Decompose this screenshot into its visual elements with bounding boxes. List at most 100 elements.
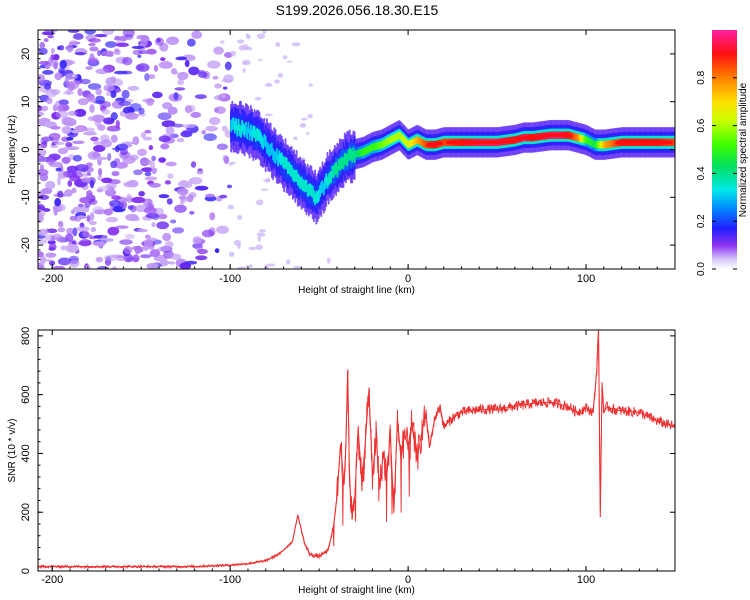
- spectrogram-noise-blob: [66, 44, 74, 53]
- snr-point: [386, 476, 388, 478]
- spectrogram-noise-blob: [120, 148, 128, 156]
- spectrogram-noise-blob: [140, 131, 147, 139]
- spectrogram-noise-blob: [54, 198, 61, 207]
- spectrogram-noise-blob: [54, 72, 63, 81]
- spectrogram-noise-blob: [90, 226, 97, 233]
- spectrogram-noise-blob: [97, 185, 111, 192]
- spectrogram-noise-blob: [70, 209, 75, 215]
- spectrogram-noise-blob: [195, 69, 206, 74]
- spectrogram-noise-blob: [148, 74, 156, 80]
- colorbar-tick-label: 0.8: [696, 70, 707, 84]
- snr-point: [656, 420, 658, 422]
- spectrogram-noise-blob: [286, 259, 291, 265]
- spectrogram-noise-blob: [122, 56, 133, 66]
- snr-point: [368, 388, 370, 390]
- spectrogram-noise-blob: [93, 145, 106, 152]
- spectrogram-noise-blob: [38, 111, 45, 117]
- spectrogram-noise-blob: [158, 194, 170, 199]
- spectrogram-noise-blob: [63, 117, 77, 127]
- spectrogram-noise-blob: [293, 136, 298, 141]
- spectrogram-noise-blob: [89, 212, 95, 221]
- snr-point: [443, 426, 445, 428]
- spectrogram-noise-blob: [85, 66, 93, 70]
- spectrogram-noise-blob: [195, 255, 208, 261]
- spectrogram-noise-blob: [57, 105, 64, 112]
- spectrogram-noise-blob: [175, 56, 188, 61]
- spectrogram-noise-blob: [38, 209, 46, 218]
- spectrogram-noise-blob: [97, 174, 102, 181]
- spectrogram-noise-blob: [227, 204, 235, 210]
- spectrogram-noise-blob: [201, 229, 215, 238]
- spectrogram-noise-blob: [79, 239, 92, 247]
- spectrogram-noise-blob: [88, 220, 97, 226]
- snr-point: [389, 432, 391, 434]
- spectrogram-noise-blob: [105, 92, 111, 97]
- spectrogram-noise-blob: [39, 41, 46, 49]
- spectrogram-noise-blob: [115, 119, 120, 129]
- spectrogram-noise-blob: [107, 226, 120, 236]
- snr-point: [596, 370, 598, 372]
- spectrogram-noise-blob: [142, 136, 153, 141]
- spectrogram-noise-blob: [144, 129, 152, 134]
- spectrogram-noise-blob: [194, 185, 209, 191]
- spectrogram-noise-blob: [144, 234, 151, 239]
- spectrogram-noise-blob: [69, 259, 80, 268]
- spectrogram-noise-blob: [204, 195, 217, 202]
- spectrogram-noise-blob: [67, 110, 78, 116]
- spectrogram-noise-blob: [121, 89, 130, 99]
- spectrogram-noise-blob: [267, 263, 276, 267]
- spectrogram-noise-blob: [286, 60, 293, 63]
- snr-point: [348, 467, 350, 469]
- spectrogram-noise-blob: [95, 68, 109, 75]
- spectrogram-noise-blob: [254, 96, 262, 101]
- spectrogram-noise-blob: [66, 136, 74, 141]
- snr-point: [309, 554, 311, 556]
- spectrogram-noise-blob: [38, 156, 47, 163]
- spectrogram-noise-blob: [137, 54, 142, 58]
- snr-point: [598, 326, 599, 327]
- spectrogram-noise-blob: [112, 266, 117, 269]
- spectrogram-noise-blob: [226, 184, 233, 189]
- spectrogram-noise-blob: [69, 175, 81, 182]
- spectrogram-noise-blob: [77, 98, 89, 106]
- snr-point: [496, 408, 498, 410]
- spectrogram-y-label: Frequency (Hz): [7, 115, 18, 184]
- spectrogram-noise-blob: [115, 88, 122, 93]
- spectrogram-noise-blob: [265, 177, 271, 183]
- snr-point: [297, 514, 299, 516]
- spectrogram-noise-blob: [209, 117, 221, 126]
- snr-point: [460, 411, 463, 413]
- spectrogram-noise-blob: [57, 227, 66, 233]
- spectrogram-noise-blob: [88, 38, 102, 43]
- spectrogram-noise-blob: [56, 236, 67, 243]
- spectrogram-noise-blob: [59, 59, 67, 69]
- spectrogram-noise-blob: [61, 156, 71, 164]
- spectrogram-noise-blob: [53, 61, 58, 70]
- spectrogram-noise-blob: [72, 154, 82, 162]
- spectrogram-noise-blob: [142, 98, 155, 103]
- spectrogram-noise-blob: [92, 152, 100, 159]
- snr-point: [87, 565, 89, 568]
- spectrogram-noise-blob: [77, 203, 84, 208]
- spectrogram-noise-blob: [149, 182, 161, 188]
- spectrogram-noise-blob: [151, 222, 156, 228]
- spectrogram-noise-blob: [59, 45, 65, 51]
- spectrogram-noise-blob: [46, 228, 58, 234]
- spectrogram-noise-blob: [167, 106, 178, 115]
- colorbar-tick-label: 0.2: [696, 214, 707, 228]
- spectrogram-noise-blob: [214, 248, 220, 254]
- spectrogram-noise-blob: [45, 252, 57, 258]
- colorbar: 0.0 0.2 0.4 0.6 0.8 Normalized spectral ampl…: [696, 30, 749, 276]
- spectrogram-noise-blob: [57, 176, 62, 186]
- snr-point: [247, 563, 249, 565]
- spectrogram-noise-blob: [94, 119, 102, 128]
- spectrogram-ridge-peak: [438, 141, 444, 145]
- spectrogram-noise-blob: [168, 261, 176, 265]
- spectrogram-noise-blob: [160, 143, 170, 150]
- spectrogram-noise-blob: [159, 259, 170, 266]
- spectrogram-noise-blob: [230, 50, 237, 57]
- spectrogram-noise-blob: [216, 143, 229, 150]
- snr-point: [332, 526, 334, 528]
- spectrogram-noise-blob: [43, 83, 52, 90]
